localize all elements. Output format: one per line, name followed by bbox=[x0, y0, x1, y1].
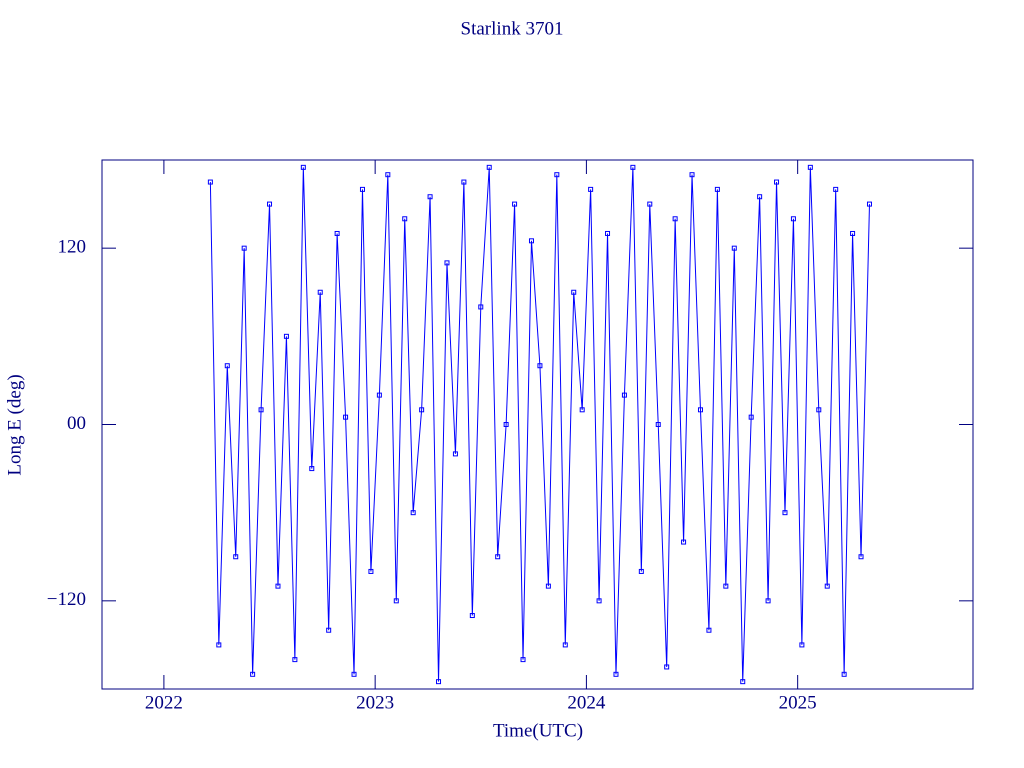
data-point bbox=[300, 164, 306, 170]
data-point bbox=[224, 363, 230, 369]
data-point bbox=[765, 598, 771, 604]
data-point bbox=[258, 407, 264, 413]
data-point bbox=[655, 422, 661, 427]
data-point bbox=[545, 583, 551, 589]
data-point bbox=[621, 392, 627, 398]
data-point bbox=[681, 539, 687, 545]
data-point bbox=[647, 201, 653, 207]
data-point bbox=[528, 238, 534, 244]
x-axis-label: Time(UTC) bbox=[493, 720, 583, 741]
data-line bbox=[209, 167, 870, 682]
data-point bbox=[638, 568, 644, 574]
x-tick-label: 2025 bbox=[779, 692, 817, 713]
data-point bbox=[807, 164, 813, 170]
data-point bbox=[292, 657, 298, 663]
data-point bbox=[689, 172, 695, 178]
data-point bbox=[495, 554, 501, 560]
data-point bbox=[233, 554, 239, 560]
data-point bbox=[858, 554, 864, 560]
data-point bbox=[317, 289, 323, 295]
data-point bbox=[250, 671, 256, 677]
data-point bbox=[554, 172, 560, 178]
x-tick-label: 2022 bbox=[145, 692, 183, 713]
data-point bbox=[410, 510, 416, 516]
plot-area bbox=[207, 164, 872, 685]
data-point bbox=[427, 194, 433, 200]
data-point bbox=[351, 671, 357, 677]
data-point bbox=[571, 289, 577, 295]
plot-frame bbox=[101, 159, 974, 690]
data-point bbox=[774, 179, 780, 185]
data-point bbox=[672, 216, 678, 222]
data-point bbox=[824, 583, 830, 589]
data-point bbox=[596, 598, 602, 604]
data-point bbox=[613, 671, 619, 677]
y-tick-label: 120 bbox=[58, 237, 87, 258]
data-point bbox=[241, 245, 247, 251]
data-point bbox=[368, 568, 374, 574]
data-point bbox=[461, 179, 467, 185]
data-point bbox=[833, 186, 839, 192]
data-point bbox=[267, 201, 273, 207]
y-tick-label: 00 bbox=[67, 413, 86, 434]
data-point bbox=[393, 598, 399, 604]
data-point bbox=[275, 583, 281, 589]
data-point bbox=[537, 363, 543, 369]
data-point bbox=[866, 201, 872, 207]
data-point bbox=[207, 179, 213, 185]
chart-title: Starlink 3701 bbox=[461, 18, 564, 39]
data-point bbox=[326, 627, 332, 633]
data-point bbox=[588, 186, 594, 192]
data-point bbox=[503, 422, 509, 427]
data-point bbox=[816, 407, 822, 413]
data-point bbox=[630, 164, 636, 170]
data-point bbox=[359, 186, 365, 192]
data-point bbox=[469, 613, 475, 619]
data-point bbox=[385, 172, 391, 178]
data-point bbox=[478, 304, 484, 310]
data-point bbox=[748, 414, 754, 420]
data-point bbox=[850, 230, 856, 236]
data-point bbox=[841, 671, 847, 677]
data-point bbox=[334, 230, 340, 236]
y-tick-label: −120 bbox=[47, 589, 86, 610]
data-point bbox=[664, 664, 670, 670]
data-point bbox=[486, 164, 492, 170]
data-point bbox=[605, 230, 611, 236]
data-point bbox=[376, 392, 382, 398]
data-point bbox=[283, 333, 289, 339]
data-point bbox=[740, 679, 746, 685]
data-point bbox=[723, 583, 729, 589]
data-point bbox=[714, 186, 720, 192]
data-point bbox=[757, 194, 763, 200]
data-point bbox=[799, 642, 805, 648]
data-point bbox=[436, 679, 442, 685]
data-point bbox=[402, 216, 408, 222]
data-point bbox=[706, 627, 712, 633]
data-point bbox=[512, 201, 518, 207]
x-tick-label: 2023 bbox=[356, 692, 394, 713]
y-axis-label: Long E (deg) bbox=[4, 374, 25, 475]
data-point bbox=[697, 407, 703, 413]
data-point bbox=[452, 451, 458, 457]
x-tick-label: 2024 bbox=[567, 692, 606, 713]
data-point bbox=[520, 657, 526, 663]
data-point bbox=[579, 407, 585, 413]
data-point bbox=[309, 466, 315, 472]
data-point bbox=[731, 245, 737, 251]
data-point bbox=[216, 642, 222, 648]
data-point bbox=[790, 216, 796, 222]
data-point bbox=[444, 260, 450, 266]
data-point bbox=[419, 407, 425, 413]
data-point bbox=[562, 642, 568, 648]
data-point bbox=[343, 414, 349, 420]
data-point bbox=[782, 510, 788, 516]
